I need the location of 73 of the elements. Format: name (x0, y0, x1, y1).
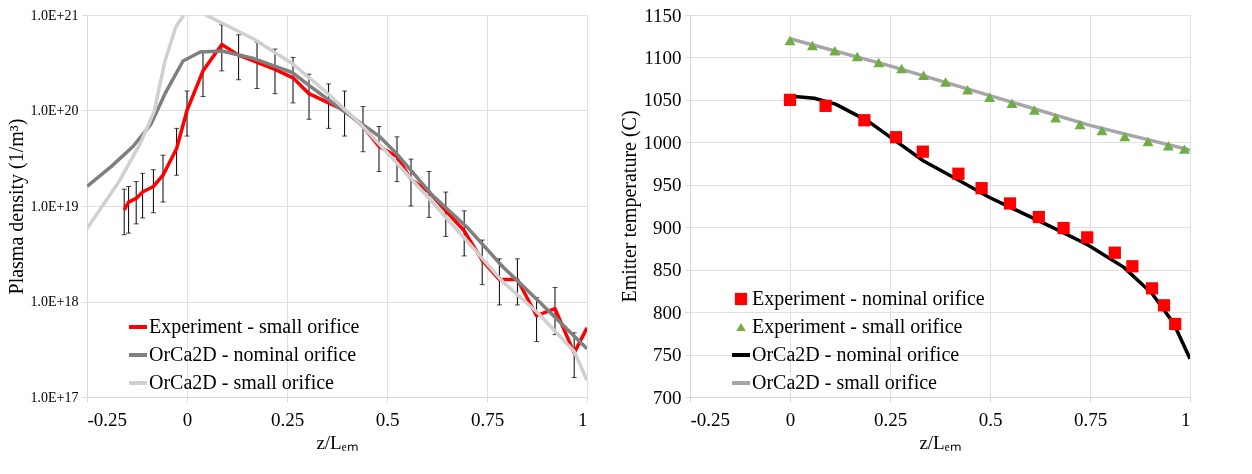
legend-label: OrCa2D - nominal orifice (149, 343, 357, 365)
point (1006, 98, 1018, 109)
y-tick-label: 1150 (644, 4, 682, 26)
point (1050, 112, 1062, 123)
point (1119, 131, 1131, 142)
point (896, 63, 908, 74)
y-tick-label: 1.0E+21 (30, 7, 79, 23)
x-axis-title: z/Lₑₘ (316, 431, 359, 453)
x-tick-label: 0.5 (978, 408, 1003, 430)
y-tick-label: 1050 (643, 89, 682, 111)
point (918, 70, 930, 81)
point (851, 51, 863, 62)
point (1028, 105, 1040, 115)
y-tick-label: 1.0E+20 (30, 103, 79, 118)
x-tick-label: 0 (785, 408, 796, 430)
x-tick-label: 0.25 (873, 408, 908, 430)
point (1032, 210, 1045, 224)
point (1096, 125, 1108, 136)
x-tick-label: 1 (578, 408, 588, 430)
y-tick-label: 1.0E+19 (30, 198, 79, 214)
point (806, 40, 818, 51)
x-tick-label: 1 (1181, 408, 1191, 430)
y-axis-title: Plasma density (1/m³) (4, 118, 28, 295)
point (1178, 144, 1190, 154)
point (873, 57, 885, 68)
x-axis-title: z/Lₑₘ (919, 431, 962, 453)
point (1142, 136, 1154, 147)
point (1126, 260, 1139, 273)
point (952, 167, 965, 180)
point (1157, 299, 1171, 312)
legend-label: Experiment - nominal orifice (752, 287, 985, 310)
point (962, 84, 974, 95)
legend-label: Experiment - small orifice (149, 315, 360, 338)
legend-label: OrCa2D - small orifice (149, 371, 335, 393)
y-axis-title: Emitter temperature (C) (617, 110, 641, 303)
point (783, 93, 797, 107)
y-tick-label: 1000 (643, 131, 682, 153)
point (1108, 246, 1121, 259)
point (819, 99, 832, 112)
y-tick-label: 1.0E+18 (30, 294, 79, 309)
point (784, 35, 796, 46)
x-tick-label: 0 (182, 408, 193, 430)
legend-label: Experiment - small orifice (752, 315, 963, 338)
point (1074, 119, 1086, 130)
x-tick-label: -0.25 (690, 408, 731, 430)
point (975, 182, 988, 195)
point (1169, 317, 1182, 331)
y-tick-label: 950 (653, 174, 682, 196)
x-tick-label: 0.75 (470, 408, 505, 430)
y-tick-label: 800 (653, 301, 682, 323)
y-tick-label: 750 (653, 344, 682, 366)
x-tick-label: 0.5 (375, 408, 400, 430)
point (858, 114, 871, 127)
point (940, 77, 952, 87)
y-tick-label: 1.0E+17 (30, 389, 79, 405)
legend-label: OrCa2D - small orifice (752, 371, 938, 393)
y-tick-label: 1100 (644, 46, 682, 68)
point (1162, 140, 1174, 151)
point (1081, 231, 1094, 244)
point (1145, 282, 1159, 295)
y-tick-label: 850 (653, 259, 682, 281)
point (889, 131, 903, 144)
x-tick-label: -0.25 (87, 408, 128, 430)
point (984, 92, 996, 103)
point (1057, 221, 1070, 235)
point (1003, 197, 1017, 210)
legend-label: OrCa2D - nominal orifice (752, 343, 960, 365)
point (916, 145, 929, 158)
x-tick-label: 0.25 (270, 408, 305, 430)
x-tick-label: 0.75 (1073, 408, 1108, 430)
y-tick-label: 700 (653, 386, 682, 408)
point (829, 45, 841, 56)
y-tick-label: 900 (653, 216, 682, 238)
